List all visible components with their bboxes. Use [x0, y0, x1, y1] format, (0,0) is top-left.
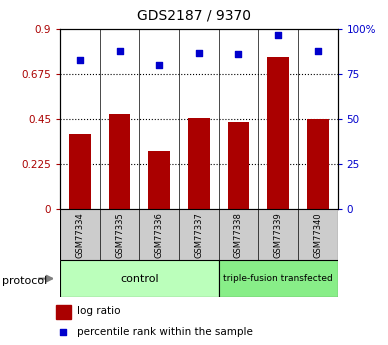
Text: GSM77337: GSM77337	[194, 212, 203, 258]
Bar	[109, 114, 130, 209]
Text: GSM77340: GSM77340	[313, 212, 322, 258]
Text: GSM77338: GSM77338	[234, 212, 243, 258]
Point	[116, 48, 123, 53]
Point	[77, 57, 83, 62]
Bar	[307, 119, 329, 209]
Text: control: control	[120, 274, 159, 284]
Text: triple-fusion transfected: triple-fusion transfected	[223, 274, 333, 283]
Point	[236, 52, 242, 57]
Point	[275, 32, 281, 38]
Bar	[148, 151, 170, 209]
Point	[315, 48, 321, 53]
Bar	[219, 260, 338, 297]
Text: GDS2187 / 9370: GDS2187 / 9370	[137, 9, 251, 23]
Text: GSM77339: GSM77339	[274, 212, 282, 258]
Bar	[228, 122, 249, 209]
Text: percentile rank within the sample: percentile rank within the sample	[77, 327, 253, 337]
Text: GSM77336: GSM77336	[155, 212, 164, 258]
Text: GSM77334: GSM77334	[75, 212, 85, 258]
Text: log ratio: log ratio	[77, 306, 121, 316]
Point	[60, 329, 66, 335]
Bar	[56, 305, 71, 319]
Bar	[60, 260, 219, 297]
Point	[196, 50, 202, 56]
Bar	[69, 134, 91, 209]
Bar	[188, 118, 210, 209]
Text: protocol: protocol	[2, 276, 47, 286]
Point	[156, 62, 162, 68]
Text: GSM77335: GSM77335	[115, 212, 124, 258]
Bar	[267, 57, 289, 209]
